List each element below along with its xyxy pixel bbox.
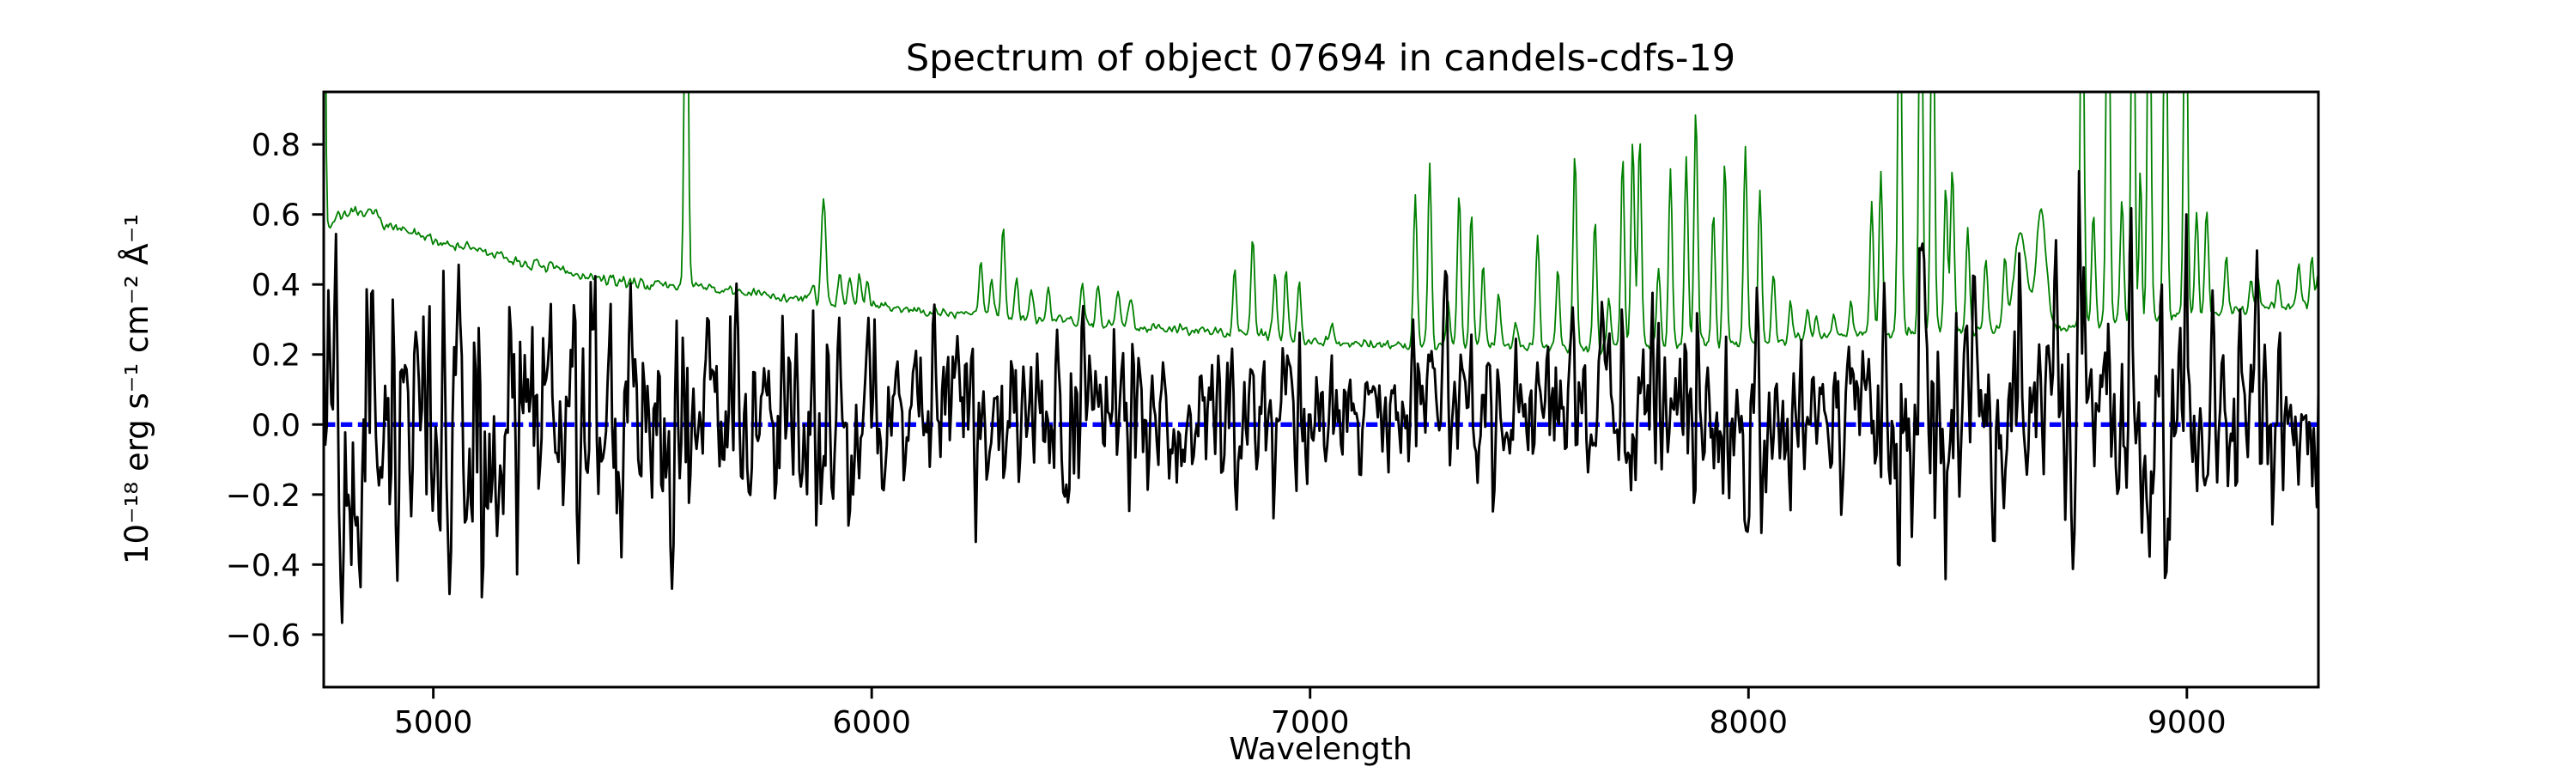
y-tick-label: 0.4 bbox=[252, 268, 301, 303]
y-tick-label: −0.2 bbox=[226, 478, 301, 514]
x-tick-label: 5000 bbox=[394, 705, 473, 740]
x-tick-label: 7000 bbox=[1271, 705, 1350, 740]
y-axis-label: 10⁻¹⁸ erg s⁻¹ cm⁻² Å⁻¹ bbox=[118, 214, 155, 564]
x-tick-label: 6000 bbox=[832, 705, 911, 740]
plot-title: Spectrum of object 07694 in candels-cdfs… bbox=[906, 37, 1735, 80]
x-tick-label: 9000 bbox=[2148, 705, 2227, 740]
y-tick-label: 0.8 bbox=[252, 128, 301, 163]
y-tick-label: 0.2 bbox=[252, 338, 301, 374]
flux-line bbox=[324, 169, 2318, 624]
y-tick-label: 0.0 bbox=[252, 408, 301, 443]
y-tick-label: −0.6 bbox=[226, 618, 301, 654]
y-tick-label: 0.6 bbox=[252, 198, 301, 234]
data-layer bbox=[324, 92, 2318, 624]
x-tick-label: 8000 bbox=[1709, 705, 1788, 740]
y-tick-label: −0.4 bbox=[226, 548, 301, 583]
noise-spectrum-line bbox=[325, 92, 2318, 356]
x-axis-label: Wavelength bbox=[1229, 732, 1413, 767]
plot-border bbox=[322, 90, 2320, 689]
